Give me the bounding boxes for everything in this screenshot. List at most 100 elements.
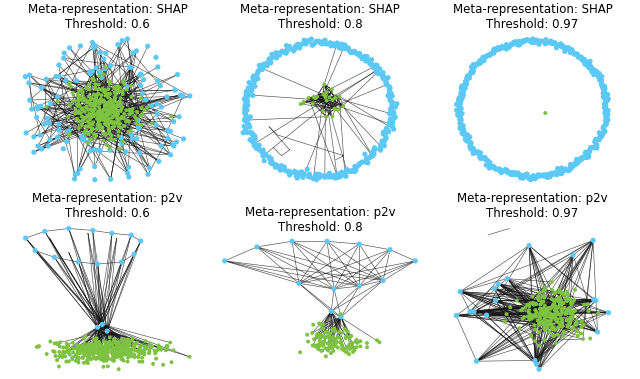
Point: [313, 345, 323, 351]
Point: [346, 345, 356, 351]
Point: [262, 63, 272, 69]
Point: [95, 122, 105, 128]
Point: [512, 298, 522, 304]
Point: [111, 345, 121, 351]
Point: [535, 302, 545, 308]
Point: [84, 350, 94, 356]
Point: [142, 105, 152, 111]
Point: [243, 87, 253, 93]
Point: [559, 305, 570, 311]
Point: [247, 132, 257, 138]
Point: [125, 111, 135, 117]
Point: [109, 98, 120, 104]
Point: [103, 121, 113, 127]
Point: [72, 346, 83, 352]
Point: [380, 78, 390, 84]
Point: [61, 348, 72, 354]
Point: [517, 39, 527, 45]
Point: [526, 334, 536, 340]
Point: [600, 121, 611, 127]
Point: [345, 334, 355, 340]
Point: [101, 348, 111, 354]
Point: [534, 311, 545, 317]
Point: [90, 163, 100, 169]
Point: [584, 154, 594, 160]
Point: [386, 90, 396, 96]
Point: [53, 341, 63, 348]
Point: [61, 77, 71, 83]
Point: [100, 345, 110, 351]
Point: [31, 344, 42, 350]
Point: [355, 343, 365, 349]
Point: [372, 70, 382, 76]
Point: [603, 117, 613, 123]
Point: [90, 103, 100, 109]
Point: [280, 167, 290, 173]
Point: [323, 172, 333, 178]
Point: [556, 170, 566, 176]
Point: [591, 142, 601, 148]
Point: [90, 42, 100, 49]
Point: [336, 314, 346, 320]
Point: [111, 346, 122, 352]
Point: [585, 58, 595, 64]
Point: [387, 124, 397, 130]
Point: [127, 110, 137, 116]
Point: [129, 353, 140, 359]
Point: [94, 355, 104, 361]
Point: [327, 336, 337, 342]
Point: [473, 61, 483, 67]
Point: [376, 146, 386, 152]
Point: [249, 79, 259, 85]
Point: [93, 113, 103, 119]
Point: [76, 110, 86, 116]
Point: [478, 155, 488, 161]
Point: [565, 307, 575, 313]
Point: [320, 37, 330, 43]
Point: [115, 346, 125, 352]
Point: [553, 332, 563, 338]
Point: [140, 338, 150, 344]
Point: [155, 345, 165, 351]
Point: [68, 98, 79, 104]
Point: [92, 349, 102, 355]
Point: [96, 353, 106, 359]
Point: [525, 38, 535, 44]
Point: [502, 168, 513, 174]
Point: [525, 312, 536, 318]
Point: [105, 340, 115, 346]
Point: [100, 102, 111, 108]
Point: [558, 330, 568, 336]
Point: [564, 319, 575, 326]
Point: [95, 122, 105, 128]
Point: [137, 355, 147, 361]
Point: [100, 90, 111, 96]
Point: [331, 175, 341, 181]
Point: [534, 322, 544, 328]
Point: [108, 345, 118, 351]
Point: [113, 133, 124, 139]
Point: [550, 340, 561, 346]
Point: [589, 145, 599, 151]
Point: [104, 106, 115, 112]
Point: [64, 81, 74, 87]
Point: [378, 75, 388, 81]
Point: [74, 94, 84, 100]
Point: [377, 138, 387, 144]
Point: [287, 47, 298, 53]
Point: [329, 172, 339, 179]
Point: [245, 114, 255, 120]
Point: [344, 335, 355, 341]
Point: [84, 113, 94, 119]
Point: [136, 83, 146, 89]
Point: [124, 346, 134, 352]
Point: [65, 348, 75, 354]
Point: [565, 49, 575, 55]
Point: [105, 63, 115, 69]
Point: [465, 71, 475, 77]
Point: [21, 130, 31, 136]
Point: [68, 340, 78, 346]
Point: [111, 91, 121, 97]
Point: [98, 347, 108, 353]
Point: [588, 237, 598, 243]
